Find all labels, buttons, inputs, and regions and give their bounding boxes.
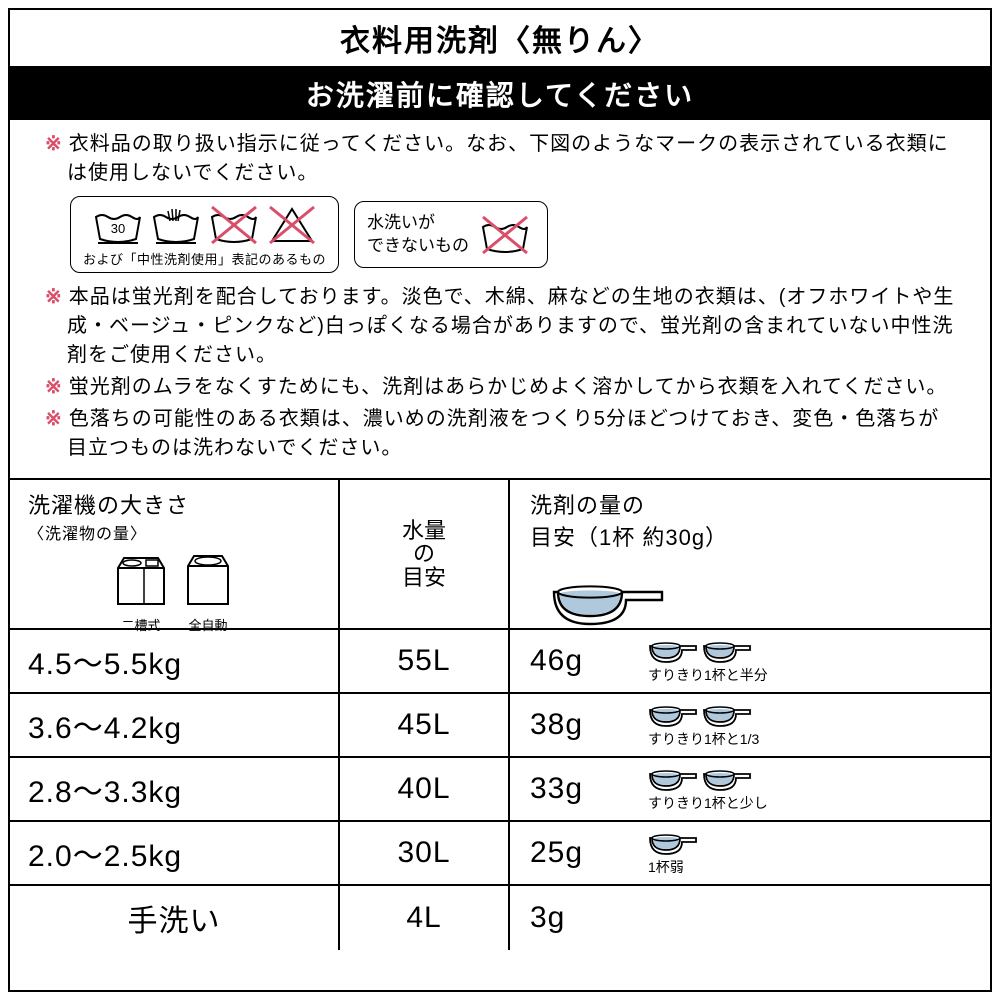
notice-bar: お洗濯前に確認してください bbox=[10, 68, 990, 120]
do-not-bleach-icon bbox=[266, 203, 318, 247]
table-row: 3.6〜4.2kg45L38gすりきり1杯と1/3 bbox=[10, 694, 990, 758]
hand-wash-icon bbox=[150, 203, 202, 247]
care-icon-row: および「中性洗剤使用」表記のあるもの 水洗いが できないもの bbox=[70, 196, 955, 273]
header-col-amount: 洗剤の量の 目安（1杯 約30g） bbox=[510, 480, 990, 628]
water-cell: 40L bbox=[340, 758, 510, 820]
group1-caption: および「中性洗剤使用」表記のあるもの bbox=[83, 249, 326, 268]
size-cell: 手洗い bbox=[10, 886, 340, 950]
scoop-large-icon bbox=[530, 576, 690, 628]
amount-cell: 46gすりきり1杯と半分 bbox=[510, 630, 990, 692]
label-container: 衣料用洗剤〈無りん〉 お洗濯前に確認してください ※衣料品の取り扱い指示に従って… bbox=[8, 8, 992, 992]
scoop-group: すりきり1杯と半分 bbox=[648, 638, 768, 685]
instruction-1: ※衣料品の取り扱い指示に従ってください。なお、下図のようなマークの表示されている… bbox=[45, 130, 955, 188]
marker-icon: ※ bbox=[45, 376, 63, 398]
auto-washer-icon bbox=[182, 550, 234, 608]
water-cell: 30L bbox=[340, 822, 510, 884]
water-cell: 55L bbox=[340, 630, 510, 692]
water-cell: 45L bbox=[340, 694, 510, 756]
instruction-2: ※本品は蛍光剤を配合しております。淡色で、木綿、麻などの生地の衣類は、(オフホワ… bbox=[45, 283, 955, 370]
instruction-4: ※色落ちの可能性のある衣類は、濃いめの洗剤液をつくり5分ほどつけておき、変色・色… bbox=[45, 405, 955, 463]
scoop-icon bbox=[702, 702, 752, 728]
scoop-icon bbox=[648, 638, 698, 664]
size-cell: 2.0〜2.5kg bbox=[10, 822, 340, 884]
twin-tub-washer-icon bbox=[114, 550, 168, 608]
amount-cell: 3g bbox=[510, 886, 990, 950]
do-not-wash-icon-2 bbox=[479, 213, 535, 257]
scoop-caption: 1杯弱 bbox=[648, 857, 684, 877]
scoop-caption: すりきり1杯と1/3 bbox=[648, 729, 759, 749]
product-title: 衣料用洗剤〈無りん〉 bbox=[10, 10, 990, 68]
dosage-table: 洗濯機の大きさ 〈洗濯物の量〉 二槽式 全自動 水量 の bbox=[10, 480, 990, 990]
table-row: 手洗い4L3g bbox=[10, 886, 990, 950]
care-icon-group-2: 水洗いが できないもの bbox=[354, 201, 548, 267]
water-cell: 4L bbox=[340, 886, 510, 950]
care-icon-group-1: および「中性洗剤使用」表記のあるもの bbox=[70, 196, 339, 273]
scoop-icon bbox=[702, 766, 752, 792]
scoop-caption: すりきり1杯と少し bbox=[648, 793, 768, 813]
marker-icon: ※ bbox=[45, 286, 63, 308]
size-cell: 4.5〜5.5kg bbox=[10, 630, 340, 692]
instructions-block: ※衣料品の取り扱い指示に従ってください。なお、下図のようなマークの表示されている… bbox=[10, 120, 990, 480]
header-col-water: 水量 の 目安 bbox=[340, 480, 510, 628]
washer-icons: 二槽式 全自動 bbox=[114, 550, 234, 634]
table-header: 洗濯機の大きさ 〈洗濯物の量〉 二槽式 全自動 水量 の bbox=[10, 480, 990, 630]
scoop-group: すりきり1杯と少し bbox=[648, 766, 768, 813]
group2-text: 水洗いが できないもの bbox=[367, 212, 469, 256]
table-row: 2.0〜2.5kg30L25g1杯弱 bbox=[10, 822, 990, 886]
amount-cell: 25g1杯弱 bbox=[510, 822, 990, 884]
marker-icon: ※ bbox=[45, 133, 63, 155]
instruction-3: ※蛍光剤のムラをなくすためにも、洗剤はあらかじめよく溶かしてから衣類を入れてくだ… bbox=[45, 373, 955, 402]
scoop-icon bbox=[648, 766, 698, 792]
header-col-size: 洗濯機の大きさ 〈洗濯物の量〉 二槽式 全自動 bbox=[10, 480, 340, 628]
amount-cell: 38gすりきり1杯と1/3 bbox=[510, 694, 990, 756]
scoop-group: 1杯弱 bbox=[648, 830, 698, 877]
size-cell: 2.8〜3.3kg bbox=[10, 758, 340, 820]
do-not-wash-icon bbox=[208, 203, 260, 247]
scoop-group: すりきり1杯と1/3 bbox=[648, 702, 759, 749]
wash-30-icon bbox=[92, 203, 144, 247]
table-row: 2.8〜3.3kg40L33gすりきり1杯と少し bbox=[10, 758, 990, 822]
scoop-icon bbox=[648, 830, 698, 856]
scoop-caption: すりきり1杯と半分 bbox=[648, 665, 768, 685]
size-cell: 3.6〜4.2kg bbox=[10, 694, 340, 756]
table-row: 4.5〜5.5kg55L46gすりきり1杯と半分 bbox=[10, 630, 990, 694]
amount-cell: 33gすりきり1杯と少し bbox=[510, 758, 990, 820]
scoop-icon bbox=[648, 702, 698, 728]
scoop-icon bbox=[702, 638, 752, 664]
marker-icon: ※ bbox=[45, 408, 63, 430]
